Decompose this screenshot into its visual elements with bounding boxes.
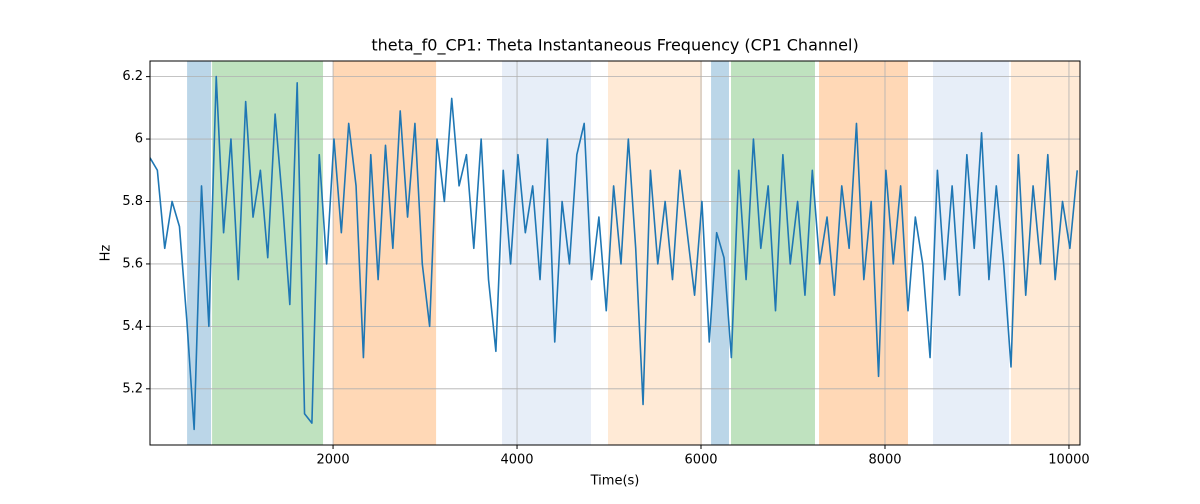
y-axis-label: Hz bbox=[99, 245, 114, 262]
y-tick-label: 6.2 bbox=[122, 69, 143, 84]
shaded-span bbox=[502, 61, 591, 445]
x-tick-label: 4000 bbox=[500, 453, 533, 468]
x-axis-label: Time(s) bbox=[590, 474, 640, 489]
x-tick-label: 2000 bbox=[317, 453, 350, 468]
y-tick-label: 6 bbox=[135, 132, 143, 147]
shaded-span bbox=[608, 61, 703, 445]
plot-frame bbox=[149, 60, 1081, 446]
shaded-span bbox=[333, 61, 437, 445]
x-tick-label: 6000 bbox=[684, 453, 717, 468]
y-tick-label: 5.8 bbox=[122, 194, 143, 209]
data-line bbox=[150, 75, 1079, 431]
x-tick-label: 8000 bbox=[868, 453, 901, 468]
chart-title: theta_f0_CP1: Theta Instantaneous Freque… bbox=[371, 36, 858, 56]
shaded-span bbox=[1011, 61, 1080, 445]
y-tick-label: 5.4 bbox=[122, 319, 143, 334]
y-tick-label: 5.6 bbox=[122, 256, 143, 271]
y-tick-label: 5.2 bbox=[122, 381, 143, 396]
shaded-span bbox=[933, 61, 1009, 445]
x-tick-label: 10000 bbox=[1048, 453, 1089, 468]
shaded-span bbox=[711, 61, 729, 445]
